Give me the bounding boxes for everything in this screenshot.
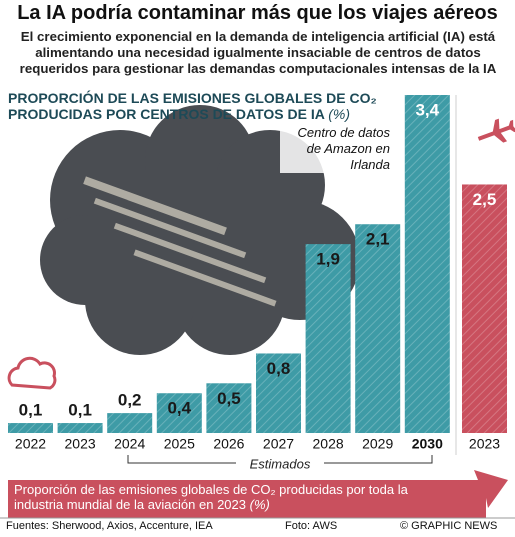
value-label: 0,1 bbox=[19, 401, 43, 420]
note-banner bbox=[8, 470, 508, 518]
plane-icon bbox=[477, 118, 515, 143]
value-label: 0,8 bbox=[267, 359, 291, 378]
photo-detail bbox=[83, 176, 277, 307]
unit: (%) bbox=[328, 106, 350, 122]
bar-stripes bbox=[404, 95, 450, 433]
note: Proporción de las emisiones globales de … bbox=[14, 482, 454, 512]
axis-label: PROPORCIÓN DE LAS EMISIONES GLOBALES DE … bbox=[8, 90, 400, 122]
bar-stripes bbox=[305, 244, 351, 433]
value-label: 0,2 bbox=[118, 391, 142, 410]
x-tick-label: 2023 bbox=[65, 436, 96, 452]
bar-stripes bbox=[462, 184, 507, 433]
sources: Fuentes: Sherwood, Axios, Accenture, IEA bbox=[6, 520, 213, 532]
photo-credit: Foto: AWS bbox=[285, 520, 338, 532]
value-label: 3,4 bbox=[415, 100, 439, 119]
value-label: 2,5 bbox=[473, 190, 497, 209]
x-tick-label: 2026 bbox=[213, 436, 244, 452]
bar-stripes bbox=[256, 353, 301, 433]
title: La IA podría contaminar más que los viaj… bbox=[17, 2, 498, 24]
value-label: 0,4 bbox=[167, 399, 191, 418]
annotation: Centro de datos de Amazon en Irlanda bbox=[280, 125, 390, 173]
x-tick-label: 2029 bbox=[362, 436, 393, 452]
x-tick-label: 2024 bbox=[114, 436, 145, 452]
x-tick-label: 2027 bbox=[263, 436, 294, 452]
bar-stripes bbox=[8, 423, 53, 433]
note-unit: (%) bbox=[249, 497, 270, 512]
photo-cloud bbox=[40, 105, 360, 355]
x-tick-label: 2030 bbox=[412, 436, 443, 452]
x-tick-label: 2022 bbox=[15, 436, 46, 452]
bar-stripes bbox=[206, 383, 252, 433]
value-label: 1,9 bbox=[316, 250, 340, 269]
bar-stripes bbox=[107, 413, 153, 433]
copyright: © GRAPHIC NEWS bbox=[400, 520, 498, 532]
value-label: 0,1 bbox=[68, 401, 92, 420]
bar-stripes bbox=[355, 224, 401, 433]
x-tick-label: 2023 bbox=[469, 436, 500, 452]
bar-stripes bbox=[156, 393, 202, 433]
range-label: Estimados bbox=[250, 456, 311, 471]
axis-label-text: PROPORCIÓN DE LAS EMISIONES GLOBALES DE … bbox=[8, 90, 377, 122]
value-label: 0,5 bbox=[217, 389, 241, 408]
estimate-bracket bbox=[127, 455, 433, 464]
note-text: Proporción de las emisiones globales de … bbox=[14, 482, 408, 512]
x-tick-label: 2028 bbox=[313, 436, 344, 452]
value-label: 2,1 bbox=[366, 230, 390, 249]
bar-stripes bbox=[57, 423, 103, 433]
x-tick-label: 2025 bbox=[164, 436, 195, 452]
subtitle: El crecimiento exponencial en la demanda… bbox=[19, 29, 497, 76]
small-cloud-icon bbox=[7, 356, 57, 390]
